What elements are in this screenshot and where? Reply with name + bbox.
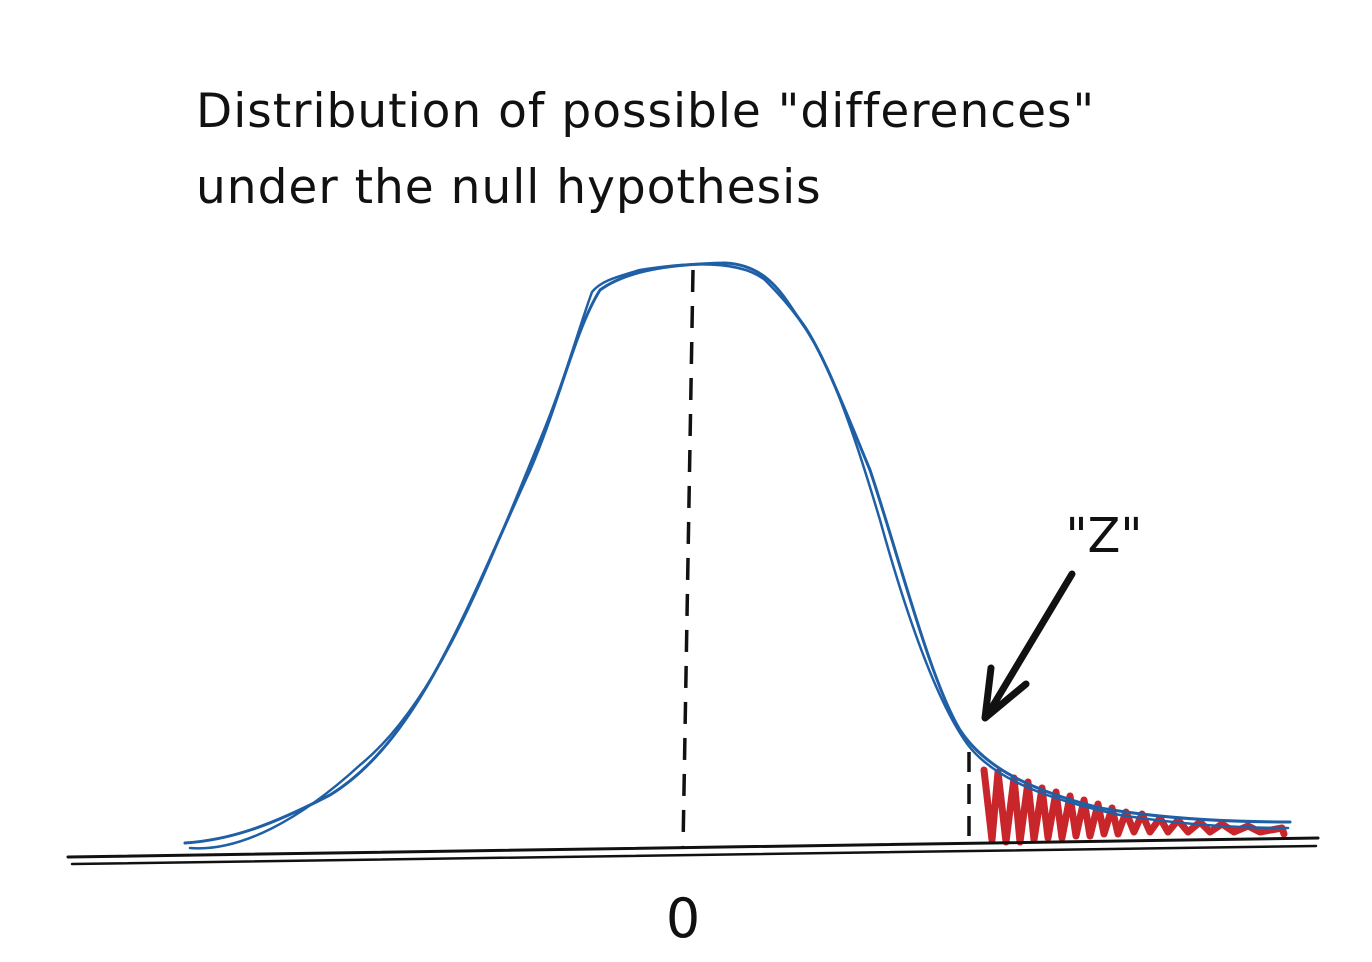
diagram-title: Distribution of possible "differences" u… (196, 74, 1095, 226)
title-line-2: under the null hypothesis (196, 160, 822, 215)
z-arrowhead (981, 664, 1030, 722)
tail-region-shading (980, 766, 1288, 846)
zero-tick-label: 0 (666, 887, 700, 950)
x-axis-line (66, 836, 1320, 859)
x-axis-line-shadow (70, 844, 1318, 866)
z-label: "Z" (1065, 508, 1142, 564)
mean-dashed-line (681, 269, 695, 849)
bell-curve-overstroke (188, 263, 1290, 850)
title-line-1: Distribution of possible "differences" (196, 84, 1096, 139)
z-arrow (984, 570, 1076, 718)
